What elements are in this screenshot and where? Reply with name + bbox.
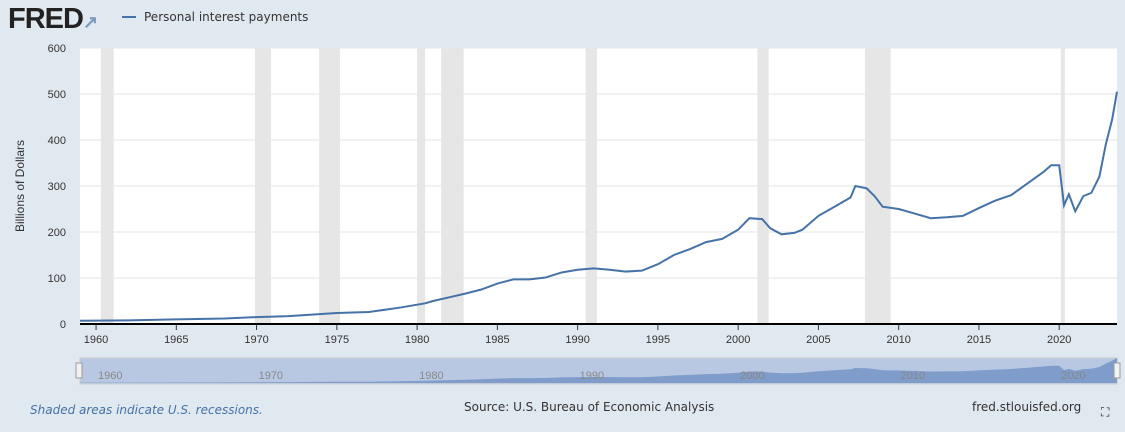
legend: Personal interest payments: [122, 10, 308, 24]
site-link[interactable]: fred.stlouisfed.org: [972, 400, 1082, 414]
y-axis-label: Billions of Dollars: [13, 140, 27, 232]
legend-label: Personal interest payments: [144, 10, 309, 24]
recession-note: Shaded areas indicate U.S. recessions.: [30, 403, 263, 417]
x-tick-label: 1980: [405, 334, 429, 346]
chart-logo-icon: ↗: [82, 12, 98, 32]
navigator-tick-label: 1980: [419, 370, 443, 382]
navigator-tick-label: 1960: [98, 370, 122, 382]
fullscreen-icon[interactable]: ⛶: [1101, 405, 1110, 419]
navigator-tick-label: 1990: [580, 370, 604, 382]
x-tick-label: 2000: [726, 334, 750, 346]
x-tick-label: 2015: [967, 334, 991, 346]
y-tick-label: 100: [48, 273, 66, 285]
y-tick-label: 600: [48, 43, 66, 55]
y-tick-label: 0: [60, 319, 66, 331]
navigator-tick-label: 2010: [901, 370, 925, 382]
x-tick-label: 2005: [806, 334, 830, 346]
y-tick-label: 300: [48, 181, 66, 193]
x-tick-label: 1985: [485, 334, 509, 346]
x-tick-label: 1995: [646, 334, 670, 346]
x-tick-label: 1970: [244, 334, 268, 346]
x-tick-label: 1975: [325, 334, 349, 346]
x-tick-label: 2020: [1047, 334, 1071, 346]
navigator-series: [80, 357, 1117, 383]
x-tick-label: 1990: [565, 334, 589, 346]
navigator-tick-label: 1970: [259, 370, 283, 382]
navigator-right-handle[interactable]: [1113, 362, 1121, 379]
y-tick-label: 500: [48, 89, 66, 101]
x-tick-label: 2010: [886, 334, 910, 346]
navigator[interactable]: 1960 1970 1980 1990 2000 2010 2020: [75, 357, 1121, 385]
x-tick-label: 1965: [164, 334, 188, 346]
y-tick-label: 200: [48, 227, 66, 239]
fred-logo[interactable]: FRED↗: [8, 3, 98, 35]
legend-swatch: [122, 16, 136, 18]
navigator-tick-label: 2020: [1061, 370, 1085, 382]
y-tick-label: 400: [48, 135, 66, 147]
series-line: [79, 91, 1118, 322]
navigator-tick-label: 2000: [740, 370, 764, 382]
source-text: Source: U.S. Bureau of Economic Analysis: [464, 400, 715, 414]
x-tick-label: 1960: [84, 334, 108, 346]
navigator-left-handle[interactable]: [75, 362, 83, 379]
